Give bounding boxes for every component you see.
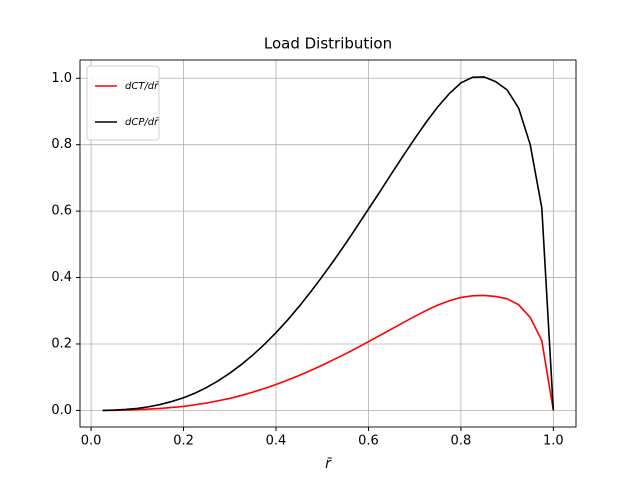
legend-label: dCT/dr̄ [125,81,160,92]
x-tick-label: 0.8 [451,434,472,449]
legend-label: dCP/dr̄ [125,117,159,128]
x-tick-label: 0.0 [81,434,102,449]
x-tick-label: 0.2 [173,434,194,449]
legend-box [86,65,160,141]
y-tick-label: 0.2 [51,336,72,351]
y-tick-label: 0.0 [51,403,72,418]
legend: dCT/dr̄ dCP/dr̄ [86,65,160,141]
y-tick-label: 0.4 [51,270,72,285]
plot-frame [79,59,577,428]
y-tick-label: 0.6 [51,204,72,219]
data-line [102,294,555,412]
x-tick-label: 0.6 [358,434,379,449]
x-tick-label: 0.4 [266,434,287,449]
data-line [102,76,555,412]
y-tick-label: 1.0 [51,71,72,86]
x-axis-label: r̄ [325,456,332,472]
y-tick-label: 0.8 [51,137,72,152]
chart-title: Load Distribution [264,35,392,53]
x-tick-label: 1.0 [543,434,564,449]
